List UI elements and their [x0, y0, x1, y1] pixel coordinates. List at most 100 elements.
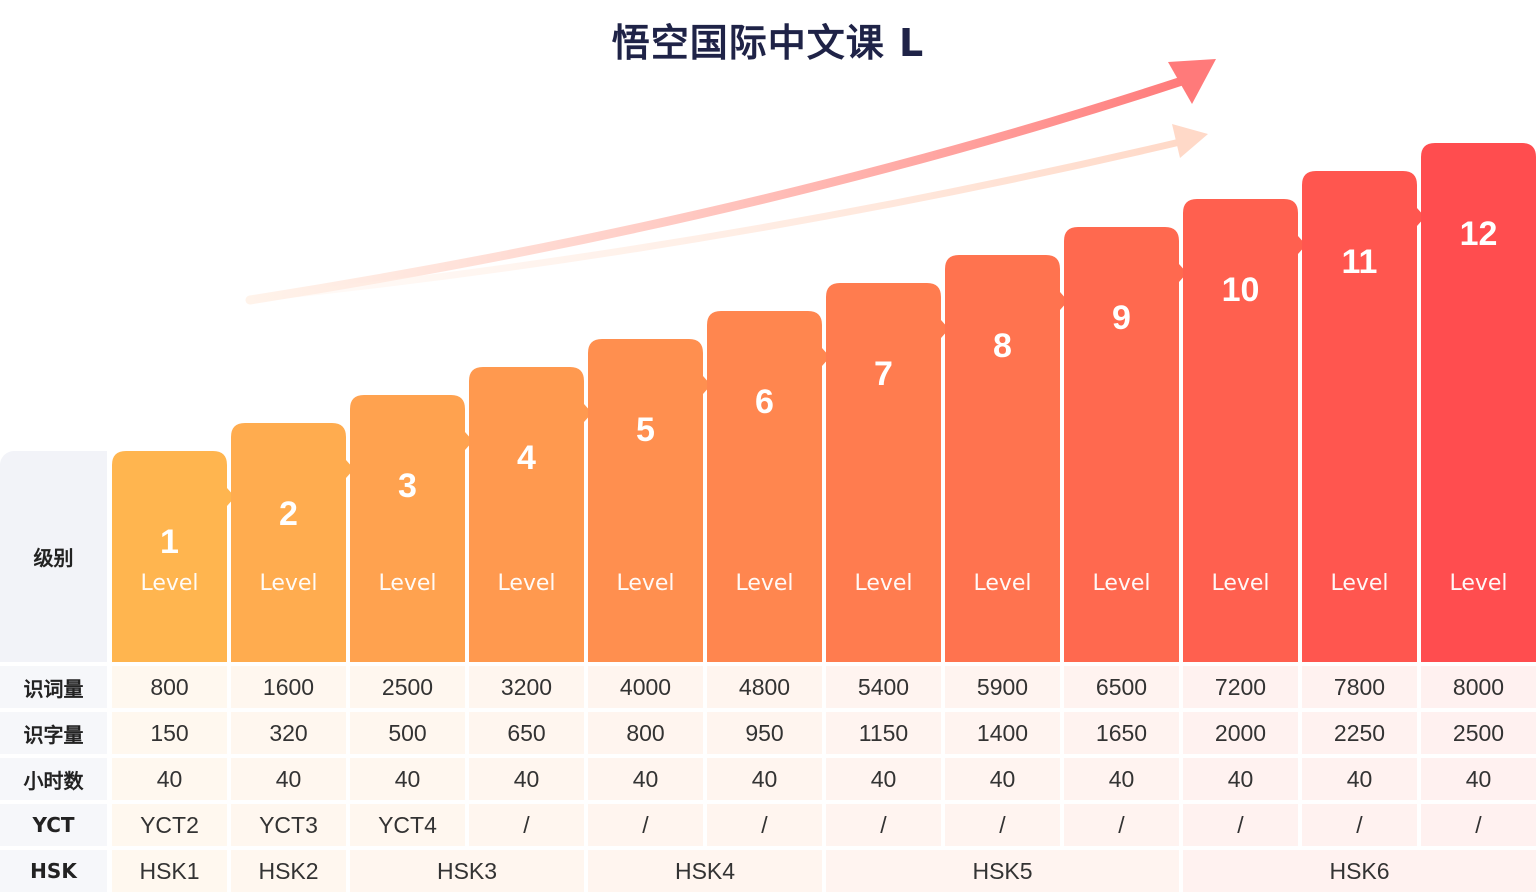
cell-yct-9: /: [1064, 804, 1179, 846]
page-title: 悟空国际中文课 L: [611, 21, 925, 65]
cell-vocab-3: 2500: [350, 666, 465, 708]
level-number-1: 1: [160, 523, 179, 561]
cell-hsk-hsk2: HSK2: [231, 850, 346, 892]
level-bar-6: [707, 311, 830, 662]
cell-hours-4: 40: [469, 758, 584, 800]
cell-yct-10: /: [1183, 804, 1298, 846]
level-bar-12: [1421, 143, 1536, 662]
cell-hours-7: 40: [826, 758, 941, 800]
level-word-2: Level: [259, 571, 317, 596]
cell-hsk-hsk5: HSK5: [826, 850, 1179, 892]
level-bar-4: [469, 367, 592, 662]
cell-vocab-10: 7200: [1183, 666, 1298, 708]
cell-yct-7: /: [826, 804, 941, 846]
level-bar-10: [1183, 199, 1306, 662]
cell-chars-8: 1400: [945, 712, 1060, 754]
cell-chars-12: 2500: [1421, 712, 1536, 754]
cell-yct-2: YCT3: [231, 804, 346, 846]
cell-hours-11: 40: [1302, 758, 1417, 800]
level-word-1: Level: [140, 571, 198, 596]
level-bar-9: [1064, 227, 1187, 662]
cell-hours-10: 40: [1183, 758, 1298, 800]
cell-vocab-7: 5400: [826, 666, 941, 708]
cell-hours-9: 40: [1064, 758, 1179, 800]
cell-hsk-hsk1: HSK1: [112, 850, 227, 892]
level-bar-1: [112, 451, 235, 662]
cell-yct-1: YCT2: [112, 804, 227, 846]
cell-chars-4: 650: [469, 712, 584, 754]
cell-yct-3: YCT4: [350, 804, 465, 846]
level-bar-8: [945, 255, 1068, 662]
cell-hours-6: 40: [707, 758, 822, 800]
cell-hsk-hsk6: HSK6: [1183, 850, 1536, 892]
level-word-12: Level: [1449, 571, 1507, 596]
level-number-6: 6: [755, 383, 774, 421]
cell-vocab-1: 800: [112, 666, 227, 708]
cell-chars-10: 2000: [1183, 712, 1298, 754]
level-number-11: 11: [1342, 243, 1378, 281]
level-word-9: Level: [1092, 571, 1150, 596]
row-label-hsk: HSK: [0, 850, 107, 892]
level-word-5: Level: [616, 571, 674, 596]
level-bar-7: [826, 283, 949, 662]
row-label-hours: 小时数: [0, 758, 107, 800]
level-word-11: Level: [1330, 571, 1388, 596]
cell-yct-11: /: [1302, 804, 1417, 846]
level-word-10: Level: [1211, 571, 1269, 596]
row-label-yct: YCT: [0, 804, 107, 846]
cell-hsk-hsk3: HSK3: [350, 850, 584, 892]
level-word-4: Level: [497, 571, 555, 596]
level-number-5: 5: [636, 411, 655, 449]
secondary-arrow-shaft: [254, 138, 1184, 302]
cell-chars-7: 1150: [826, 712, 941, 754]
cell-yct-8: /: [945, 804, 1060, 846]
cell-vocab-6: 4800: [707, 666, 822, 708]
cell-vocab-9: 6500: [1064, 666, 1179, 708]
level-bar-11: [1302, 171, 1425, 662]
cell-yct-4: /: [469, 804, 584, 846]
cell-chars-1: 150: [112, 712, 227, 754]
cell-hours-5: 40: [588, 758, 703, 800]
cell-vocab-12: 8000: [1421, 666, 1536, 708]
cell-vocab-2: 1600: [231, 666, 346, 708]
cell-chars-5: 800: [588, 712, 703, 754]
level-word-7: Level: [854, 571, 912, 596]
main-arrow-head: [1168, 59, 1216, 104]
level-number-10: 10: [1222, 271, 1260, 309]
level-word-3: Level: [378, 571, 436, 596]
cell-yct-6: /: [707, 804, 822, 846]
level-number-12: 12: [1460, 215, 1498, 253]
secondary-arrow-head: [1172, 124, 1208, 158]
row-label-vocab: 识词量: [0, 666, 107, 708]
cell-hours-3: 40: [350, 758, 465, 800]
level-word-6: Level: [735, 571, 793, 596]
cell-chars-6: 950: [707, 712, 822, 754]
level-number-7: 7: [874, 355, 893, 393]
cell-chars-9: 1650: [1064, 712, 1179, 754]
level-word-8: Level: [973, 571, 1031, 596]
cell-vocab-8: 5900: [945, 666, 1060, 708]
cell-hours-12: 40: [1421, 758, 1536, 800]
cell-vocab-11: 7800: [1302, 666, 1417, 708]
cell-hsk-hsk4: HSK4: [588, 850, 822, 892]
level-number-4: 4: [517, 439, 536, 477]
cell-yct-12: /: [1421, 804, 1536, 846]
cell-vocab-4: 3200: [469, 666, 584, 708]
cell-chars-11: 2250: [1302, 712, 1417, 754]
level-number-9: 9: [1112, 299, 1131, 337]
cell-hours-1: 40: [112, 758, 227, 800]
cell-chars-3: 500: [350, 712, 465, 754]
row-label-level: 级别: [0, 451, 107, 662]
level-bar-3: [350, 395, 473, 662]
level-bar-5: [588, 339, 711, 662]
cell-yct-5: /: [588, 804, 703, 846]
row-label-chars: 识字量: [0, 712, 107, 754]
main-arrow-shaft: [245, 75, 1190, 305]
cell-chars-2: 320: [231, 712, 346, 754]
cell-vocab-5: 4000: [588, 666, 703, 708]
level-number-3: 3: [398, 467, 417, 505]
level-number-2: 2: [279, 495, 298, 533]
level-bar-2: [231, 423, 354, 662]
